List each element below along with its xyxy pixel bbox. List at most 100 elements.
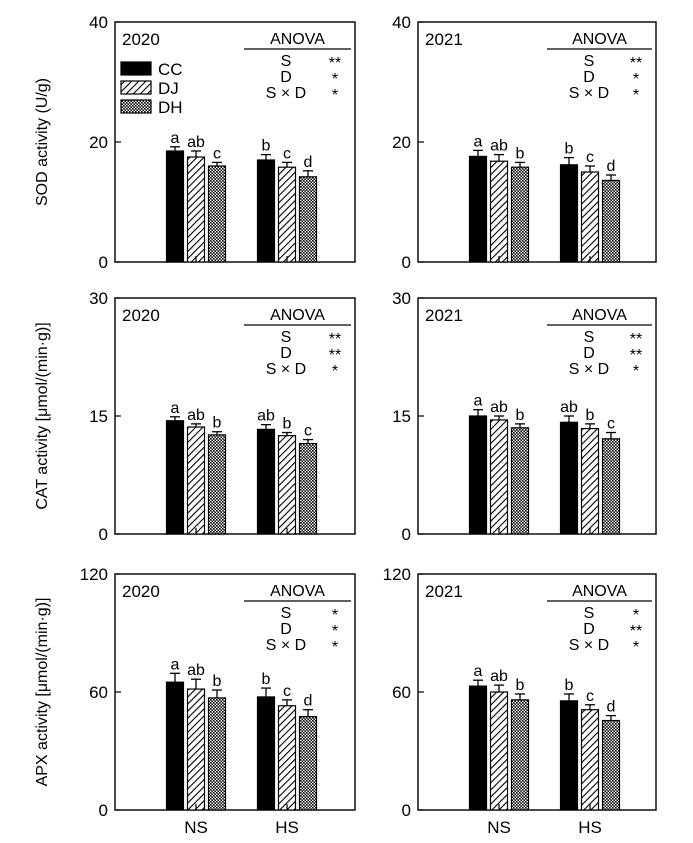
anova-term: S × D	[569, 85, 609, 102]
panel-frame	[417, 573, 657, 811]
anova-title: ANOVA	[270, 583, 325, 600]
significance-letter: ab	[490, 138, 508, 155]
significance-letter: b	[516, 677, 525, 694]
y-tick-label: 30	[392, 289, 411, 308]
significance-letter: a	[171, 656, 180, 673]
y-tick-label: 120	[383, 565, 411, 584]
bar-dj-hs	[277, 435, 297, 535]
y-tick-label: 15	[392, 407, 411, 426]
anova-sig: *	[332, 363, 338, 380]
anova-term: D	[583, 345, 595, 362]
significance-letter: c	[586, 149, 594, 166]
significance-letter: b	[213, 673, 222, 690]
panel-frame	[114, 21, 356, 263]
bar-dh-ns	[510, 427, 530, 535]
anova-sig: **	[329, 331, 341, 348]
year-label: 2021	[425, 306, 463, 325]
bar-dj-ns	[489, 691, 509, 811]
legend-swatch-dj	[120, 80, 152, 95]
y-tick-label: 20	[89, 133, 108, 152]
anova-sig: **	[329, 55, 341, 72]
year-label: 2020	[122, 306, 160, 325]
anova-term: S × D	[569, 361, 609, 378]
bar-dh-hs	[298, 442, 318, 535]
anova-term: D	[280, 621, 292, 638]
bar-dh-ns	[207, 434, 227, 535]
significance-letter: ab	[490, 668, 508, 685]
panel-2-0: 0 60 120 APX activity [μmol/(min·g)] 2020 ANO…	[34, 565, 356, 837]
significance-letter: a	[474, 393, 483, 410]
bar-cc-ns	[468, 685, 488, 811]
anova-sig: *	[332, 623, 338, 640]
legend-swatch-dh	[120, 99, 152, 114]
anova-sig: **	[630, 331, 642, 348]
bar-dh-hs	[601, 179, 621, 263]
significance-letter: b	[262, 671, 271, 688]
year-label: 2020	[122, 30, 160, 49]
y-tick-label: 40	[392, 13, 411, 32]
y-tick-label: 0	[402, 525, 411, 544]
anova-term: S	[281, 53, 292, 70]
significance-letter: b	[213, 415, 222, 432]
significance-letter: a	[171, 400, 180, 417]
bar-dj-ns	[489, 419, 509, 535]
bar-cc-ns	[165, 420, 185, 535]
significance-letter: d	[304, 693, 313, 710]
significance-letter: b	[516, 145, 525, 162]
bar-dh-ns	[207, 697, 227, 811]
anova-sig: **	[329, 347, 341, 364]
anova-sig: *	[332, 639, 338, 656]
significance-letter: c	[607, 416, 615, 433]
significance-letter: a	[171, 130, 180, 147]
y-tick-label: 0	[99, 525, 108, 544]
significance-letter: b	[565, 677, 574, 694]
y-tick-label: 30	[89, 289, 108, 308]
significance-letter: b	[565, 141, 574, 158]
bar-cc-ns	[468, 155, 488, 263]
bar-cc-ns	[165, 150, 185, 263]
legend-swatch-cc	[120, 61, 152, 76]
bar-cc-hs	[559, 164, 579, 263]
y-tick-label: 0	[402, 801, 411, 820]
x-category-label: NS	[487, 818, 511, 837]
panel-frame	[417, 297, 657, 535]
anova-sig: *	[633, 71, 639, 88]
significance-letter: ab	[187, 662, 205, 679]
significance-letter: b	[516, 407, 525, 424]
anova-sig: *	[332, 87, 338, 104]
significance-letter: c	[283, 683, 291, 700]
y-tick-label: 120	[80, 565, 108, 584]
significance-letter: ab	[187, 407, 205, 424]
significance-letter: ab	[187, 134, 205, 151]
bar-dh-hs	[601, 438, 621, 535]
anova-term: D	[280, 69, 292, 86]
anova-title: ANOVA	[572, 307, 627, 324]
y-tick-label: 0	[99, 253, 108, 272]
anova-sig: *	[633, 87, 639, 104]
y-tick-label: 15	[89, 407, 108, 426]
bar-cc-hs	[256, 159, 276, 263]
anova-sig: *	[332, 607, 338, 624]
bar-cc-hs	[559, 700, 579, 811]
y-axis-label: SOD activity (U/g)	[34, 78, 51, 206]
bar-dj-ns	[186, 426, 206, 535]
bar-cc-hs	[559, 421, 579, 535]
significance-letter: d	[304, 154, 313, 171]
bar-dh-ns	[207, 165, 227, 263]
anova-term: S × D	[266, 637, 306, 654]
anova-term: S	[584, 53, 595, 70]
anova-term: S × D	[569, 637, 609, 654]
legend-label-cc: CC	[158, 60, 183, 79]
x-category-label: HS	[578, 818, 602, 837]
anova-title: ANOVA	[270, 31, 325, 48]
significance-letter: b	[586, 407, 595, 424]
bar-dh-hs	[298, 715, 318, 811]
anova-sig: *	[633, 363, 639, 380]
year-label: 2021	[425, 582, 463, 601]
significance-letter: a	[474, 133, 483, 150]
bar-dj-hs	[580, 427, 600, 535]
